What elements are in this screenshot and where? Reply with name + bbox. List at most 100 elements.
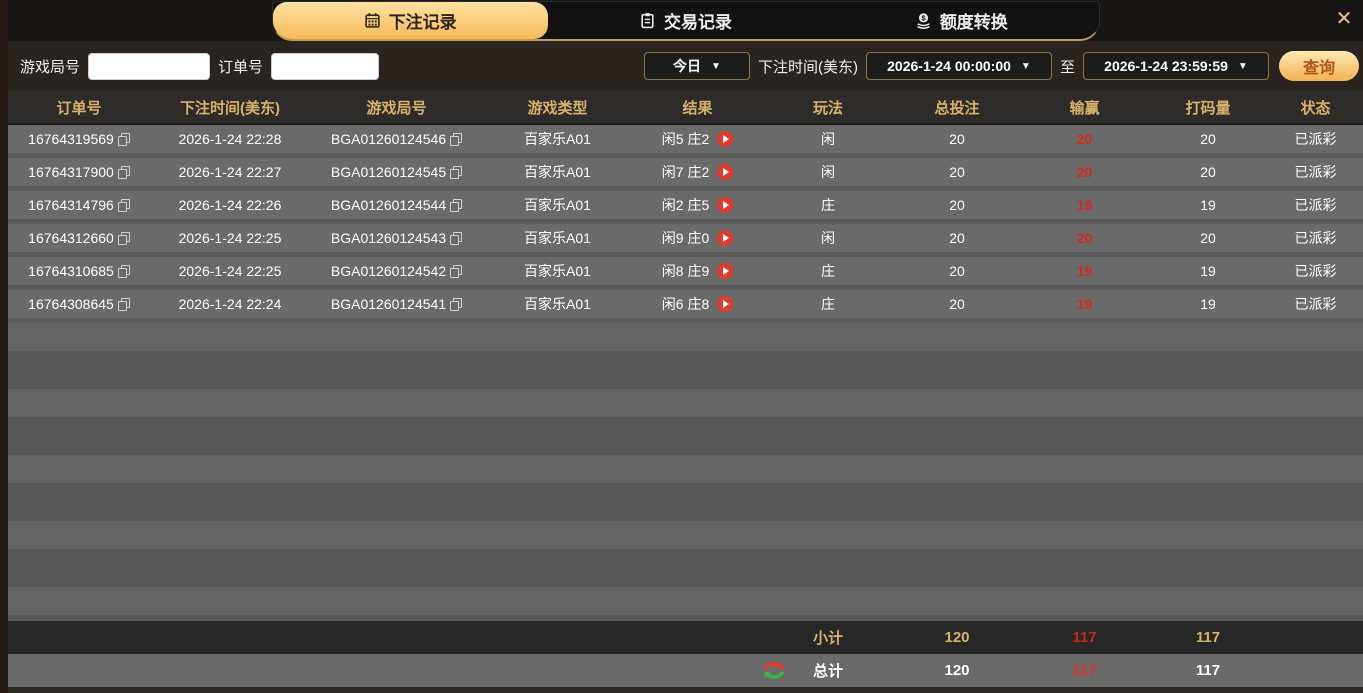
grand-total-row: 总计 120 117 117 — [8, 654, 1363, 687]
play-type: 庄 — [821, 197, 835, 213]
round-no: BGA01260124542 — [330, 263, 447, 279]
result: 闲9 庄0 — [661, 230, 710, 246]
status: 已派彩 — [1294, 296, 1337, 312]
game-type: 百家乐A01 — [524, 164, 591, 180]
copy-icon[interactable] — [117, 165, 130, 179]
bet-time-label: 下注时间(美东) — [757, 58, 858, 76]
round-no: BGA01260124546 — [330, 131, 447, 147]
order-no: 16764319569 — [28, 131, 114, 147]
betting-records-panel: 下注记录 交易记录 $ 额度转换 ✕ 游戏局号 订单号 今日 ▼ — [8, 0, 1363, 693]
play-icon[interactable] — [717, 197, 734, 213]
tab-bet-records[interactable]: 下注记录 — [272, 2, 548, 39]
order-no: 16764317900 — [28, 164, 114, 180]
turnover: 20 — [1200, 164, 1216, 180]
subtotal-win-loss: 117 — [1072, 629, 1097, 646]
col-header: 游戏局号 — [366, 99, 427, 117]
order-no: 16764312660 — [28, 230, 114, 246]
bet-time: 2026-1-24 22:25 — [178, 263, 282, 279]
copy-icon[interactable] — [117, 231, 130, 245]
subtotal-row: 小计 120 117 117 — [8, 621, 1363, 654]
time-from-select[interactable]: 2026-1-24 00:00:00 ▼ — [865, 52, 1052, 80]
copy-icon[interactable] — [450, 231, 463, 245]
copy-icon[interactable] — [117, 264, 130, 278]
copy-icon[interactable] — [117, 297, 130, 311]
turnover: 19 — [1200, 197, 1216, 213]
table-body: 16764319569 2026-1-24 22:28 BGA012601245… — [8, 125, 1363, 323]
play-icon[interactable] — [717, 164, 734, 180]
result: 闲2 庄5 — [661, 197, 710, 213]
close-icon[interactable]: ✕ — [1335, 8, 1353, 30]
tab-label: 额度转换 — [939, 13, 1008, 32]
tab-bar: 下注记录 交易记录 $ 额度转换 ✕ — [8, 0, 1363, 41]
calendar-icon — [364, 12, 381, 29]
tab-credit-transfer[interactable]: $ 额度转换 — [823, 2, 1098, 39]
subtotal-turnover: 117 — [1195, 629, 1221, 646]
play-type: 庄 — [821, 263, 835, 279]
order-no: 16764308645 — [28, 296, 114, 312]
clipboard-icon — [639, 12, 656, 29]
copy-icon[interactable] — [450, 297, 463, 311]
coins-icon: $ — [914, 12, 932, 29]
game-round-label: 游戏局号 — [20, 58, 81, 76]
turnover: 20 — [1200, 131, 1216, 147]
grand-total-turnover: 117 — [1195, 662, 1221, 679]
time-to-select[interactable]: 2026-1-24 23:59:59 ▼ — [1083, 52, 1269, 80]
order-no-input[interactable] — [271, 52, 380, 80]
query-button[interactable]: 查询 — [1279, 51, 1359, 81]
result: 闲7 庄2 — [661, 164, 710, 180]
play-icon[interactable] — [717, 296, 734, 312]
win-loss: 20 — [1076, 164, 1093, 180]
tab-label: 下注记录 — [388, 13, 457, 32]
total-bet: 20 — [949, 263, 965, 279]
total-bet: 20 — [949, 197, 965, 213]
table-row: 16764312660 2026-1-24 22:25 BGA012601245… — [8, 224, 1363, 252]
result: 闲8 庄9 — [661, 263, 710, 279]
copy-icon[interactable] — [450, 132, 463, 146]
col-header: 打码量 — [1185, 99, 1231, 117]
col-header: 总投注 — [934, 99, 980, 117]
order-no: 16764310685 — [28, 263, 114, 279]
bet-time: 2026-1-24 22:28 — [178, 131, 282, 147]
chevron-down-icon: ▼ — [1237, 60, 1248, 72]
play-icon[interactable] — [717, 230, 734, 246]
game-type: 百家乐A01 — [524, 263, 591, 279]
bottom-strip — [8, 687, 1363, 693]
order-no-label: 订单号 — [218, 58, 264, 76]
result: 闲5 庄2 — [661, 131, 710, 147]
col-header: 游戏类型 — [527, 99, 588, 117]
turnover: 19 — [1200, 263, 1216, 279]
play-type: 闲 — [821, 230, 835, 246]
swap-arrows-icon[interactable] — [762, 659, 786, 682]
copy-icon[interactable] — [450, 165, 463, 179]
copy-icon[interactable] — [450, 198, 463, 212]
date-preset-select[interactable]: 今日 ▼ — [643, 52, 750, 80]
bet-time: 2026-1-24 22:27 — [178, 164, 282, 180]
status: 已派彩 — [1294, 263, 1337, 279]
total-bet: 20 — [949, 164, 965, 180]
total-bet: 20 — [949, 131, 965, 147]
table-row: 16764319569 2026-1-24 22:28 BGA012601245… — [8, 125, 1363, 153]
copy-icon[interactable] — [117, 132, 130, 146]
table-row: 16764310685 2026-1-24 22:25 BGA012601245… — [8, 257, 1363, 285]
play-icon[interactable] — [717, 263, 734, 279]
win-loss: 19 — [1076, 197, 1093, 213]
subtotal-label: 小计 — [812, 630, 843, 647]
grand-total-total-bet: 120 — [944, 662, 970, 679]
round-no: BGA01260124545 — [330, 164, 447, 180]
play-icon[interactable] — [717, 131, 734, 147]
status: 已派彩 — [1294, 131, 1337, 147]
bet-time: 2026-1-24 22:24 — [178, 296, 282, 312]
copy-icon[interactable] — [450, 264, 463, 278]
tab-transaction-records[interactable]: 交易记录 — [548, 2, 823, 39]
game-round-input[interactable] — [88, 52, 211, 80]
win-loss: 19 — [1076, 263, 1093, 279]
chevron-down-icon: ▼ — [711, 60, 721, 72]
to-label: 至 — [1059, 58, 1075, 76]
play-type: 闲 — [821, 164, 835, 180]
win-loss: 19 — [1076, 296, 1093, 312]
order-no: 16764314796 — [28, 197, 114, 213]
copy-icon[interactable] — [117, 198, 130, 212]
table-row: 16764308645 2026-1-24 22:24 BGA012601245… — [8, 290, 1363, 318]
col-header: 状态 — [1300, 99, 1331, 117]
col-header: 结果 — [682, 99, 713, 117]
